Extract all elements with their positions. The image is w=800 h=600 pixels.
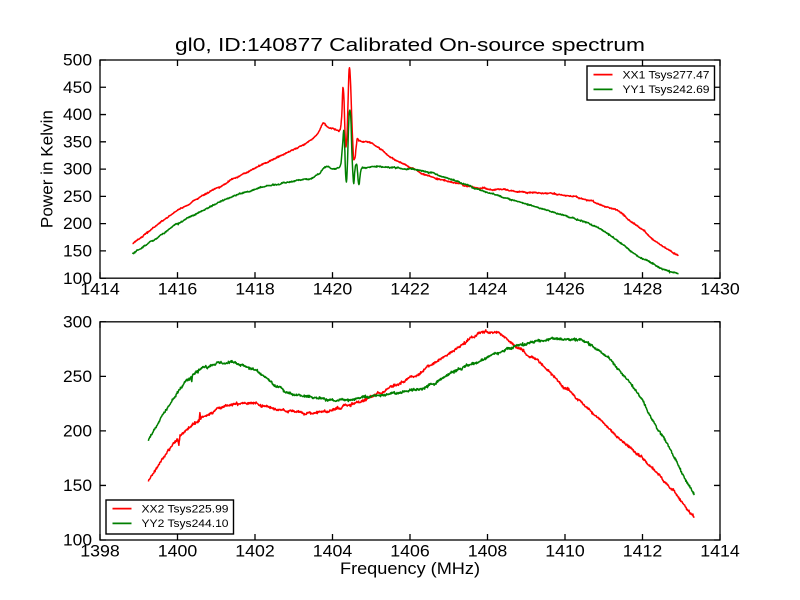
- svg-text:1412: 1412: [623, 542, 663, 560]
- svg-text:YY1 Tsys242.69: YY1 Tsys242.69: [623, 84, 710, 96]
- svg-text:200: 200: [63, 215, 92, 233]
- svg-text:1402: 1402: [235, 542, 275, 560]
- svg-text:500: 500: [63, 52, 92, 70]
- svg-text:1426: 1426: [545, 281, 585, 299]
- svg-text:450: 450: [63, 79, 92, 97]
- svg-text:1404: 1404: [313, 542, 353, 560]
- svg-text:1414: 1414: [700, 542, 740, 560]
- svg-text:350: 350: [63, 133, 92, 151]
- svg-text:150: 150: [63, 243, 92, 261]
- svg-text:XX2 Tsys225.99: XX2 Tsys225.99: [142, 503, 229, 515]
- svg-text:100: 100: [63, 532, 92, 550]
- svg-text:1400: 1400: [158, 542, 198, 560]
- svg-text:1430: 1430: [700, 281, 740, 299]
- svg-text:100: 100: [63, 270, 92, 288]
- svg-text:1418: 1418: [235, 281, 275, 299]
- svg-text:150: 150: [63, 477, 92, 495]
- svg-text:1422: 1422: [390, 281, 430, 299]
- svg-text:200: 200: [63, 423, 92, 441]
- svg-text:1398: 1398: [80, 542, 120, 560]
- svg-text:1406: 1406: [390, 542, 430, 560]
- svg-text:300: 300: [63, 161, 92, 179]
- svg-text:250: 250: [63, 368, 92, 386]
- svg-text:1428: 1428: [623, 281, 663, 299]
- svg-text:Frequency (MHz): Frequency (MHz): [340, 560, 480, 578]
- svg-text:XX1 Tsys277.47: XX1 Tsys277.47: [623, 69, 710, 81]
- svg-text:1408: 1408: [468, 542, 508, 560]
- svg-text:YY2 Tsys244.10: YY2 Tsys244.10: [142, 518, 229, 530]
- svg-text:1414: 1414: [80, 281, 120, 299]
- svg-text:1420: 1420: [313, 281, 353, 299]
- svg-text:1424: 1424: [468, 281, 508, 299]
- svg-text:1416: 1416: [158, 281, 198, 299]
- svg-text:300: 300: [63, 313, 92, 331]
- svg-text:400: 400: [63, 106, 92, 124]
- svg-text:gl0, ID:140877 Calibrated On-s: gl0, ID:140877 Calibrated On-source spec…: [175, 35, 645, 55]
- svg-text:Power in Kelvin: Power in Kelvin: [39, 110, 57, 228]
- svg-text:250: 250: [63, 188, 92, 206]
- svg-text:1410: 1410: [545, 542, 585, 560]
